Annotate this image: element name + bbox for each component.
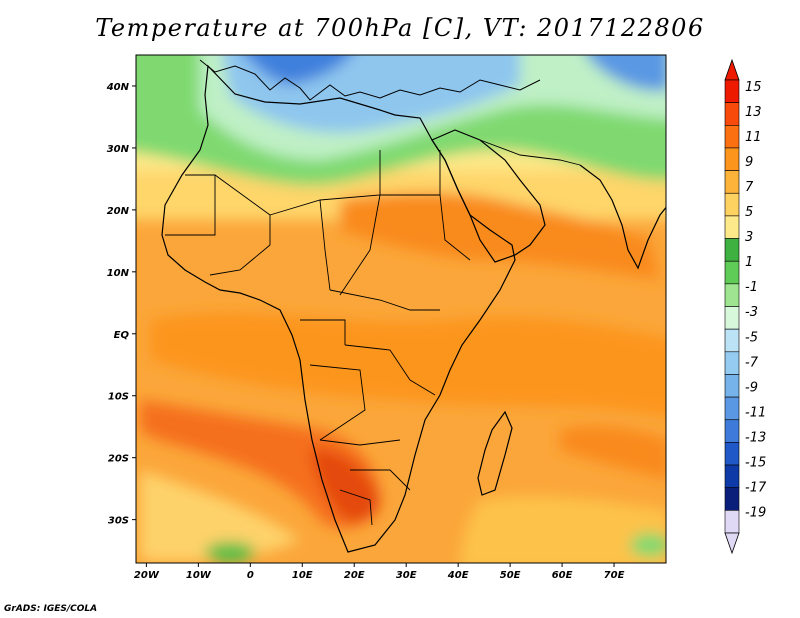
latitude-tick-label: 20S xyxy=(108,454,129,465)
colorbar-swatch xyxy=(724,374,740,398)
latitude-tick-label: 20N xyxy=(107,206,130,217)
map-title: Temperature at 700hPa [C], VT: 201712280… xyxy=(95,14,705,42)
longitude-tick-label: 40E xyxy=(447,570,469,581)
colorbar-label: 7 xyxy=(745,180,754,195)
temperature-band-9 xyxy=(150,312,666,417)
longitude-tick-label: 10W xyxy=(186,570,212,581)
colorbar-label: -5 xyxy=(745,330,758,345)
colorbar-swatch xyxy=(724,147,740,171)
colorbar-swatch xyxy=(724,283,740,307)
colorbar-swatch xyxy=(724,125,740,149)
temperature-band-minus13 xyxy=(244,55,351,85)
colorbar-label: -17 xyxy=(745,481,767,496)
colorbar-label: -3 xyxy=(745,305,758,320)
colorbar-label: 3 xyxy=(745,230,753,245)
longitude-tick-label: 60E xyxy=(552,570,573,581)
colorbar-swatch xyxy=(724,170,740,194)
latitude-ticks: 40N 30N 20N 10N EQ 10S 20S 30S xyxy=(106,82,136,527)
longitude-tick-label: 50E xyxy=(500,570,521,581)
temperature-band-11-south xyxy=(140,400,380,529)
map-frame xyxy=(135,54,667,564)
colorbar-swatch xyxy=(724,192,740,217)
temperature-band-11-east xyxy=(560,425,666,479)
latitude-tick-label: 30S xyxy=(108,516,129,527)
longitude-tick-label: 10E xyxy=(292,570,313,581)
colorbar-swatch xyxy=(724,102,740,126)
india-coastline xyxy=(579,164,666,270)
colorbar-swatch xyxy=(724,260,740,285)
longitude-tick-label: 0 xyxy=(247,570,254,581)
colorbar-label: -11 xyxy=(745,405,766,420)
colorbar-swatch xyxy=(724,419,740,443)
colorbar-label: -1 xyxy=(745,280,758,295)
colorbar-label: 9 xyxy=(745,155,753,170)
colorbar-bottom-triangle xyxy=(724,532,740,555)
colorbar-label: -7 xyxy=(745,355,759,370)
longitude-tick-label: 20E xyxy=(344,570,365,581)
colorbar-label: 15 xyxy=(745,80,762,95)
latitude-tick-label: 10N xyxy=(107,268,130,279)
latitude-tick-label: 10S xyxy=(108,392,129,403)
longitude-tick-label: 70E xyxy=(604,570,625,581)
colorbar-label: -15 xyxy=(745,456,766,471)
latitude-tick-label: EQ xyxy=(114,330,130,341)
colorbar: 15 13 11 9 7 5 3 1 -1 -3 -5 -7 -9 -11 -13 -15 -17 -19 xyxy=(724,58,767,555)
longitude-tick-label: 20W xyxy=(134,570,160,581)
grads-credit: GrADS: IGES/COLA xyxy=(4,604,98,614)
arabian-peninsula-coastline xyxy=(431,129,546,263)
colorbar-swatch xyxy=(724,442,740,466)
latitude-tick-label: 30N xyxy=(107,144,130,155)
europe-coastline xyxy=(199,59,541,101)
temperature-band-13 xyxy=(310,449,380,522)
colorbar-swatch xyxy=(724,328,740,353)
colorbar-label: 11 xyxy=(745,130,762,145)
colorbar-label: -19 xyxy=(745,506,766,521)
longitude-tick-label: 30E xyxy=(396,570,417,581)
colorbar-label: -9 xyxy=(745,380,758,395)
colorbar-label: 13 xyxy=(745,105,762,120)
colorbar-swatch xyxy=(724,306,740,330)
latitude-tick-label: 40N xyxy=(106,82,130,93)
colorbar-top-triangle xyxy=(724,58,740,81)
colorbar-swatch xyxy=(724,487,740,511)
temperature-band-5-south xyxy=(140,470,300,562)
colorbar-label: 5 xyxy=(745,205,753,220)
temperature-band-1-south xyxy=(205,542,255,562)
madagascar-coastline xyxy=(477,410,513,496)
colorbar-label: 1 xyxy=(745,255,753,270)
temperature-field xyxy=(136,55,666,563)
temperature-band-minus9 xyxy=(587,55,666,91)
colorbar-swatch xyxy=(724,464,740,488)
colorbar-label: -13 xyxy=(745,430,766,445)
colorbar-swatch xyxy=(724,396,740,421)
longitude-ticks: 20W 10W 0 10E 20E 30E 40E 50E 60E 70E xyxy=(134,563,625,581)
africa-coastline xyxy=(161,64,516,553)
colorbar-swatch xyxy=(724,510,740,534)
temperature-band-7-south xyxy=(460,495,666,563)
colorbar-swatch xyxy=(724,79,740,103)
colorbar-swatch xyxy=(724,215,740,239)
temperature-band-1-southeast xyxy=(630,533,666,557)
colorbar-swatch xyxy=(724,238,740,262)
country-borders xyxy=(165,139,581,526)
colorbar-swatch xyxy=(724,351,740,375)
